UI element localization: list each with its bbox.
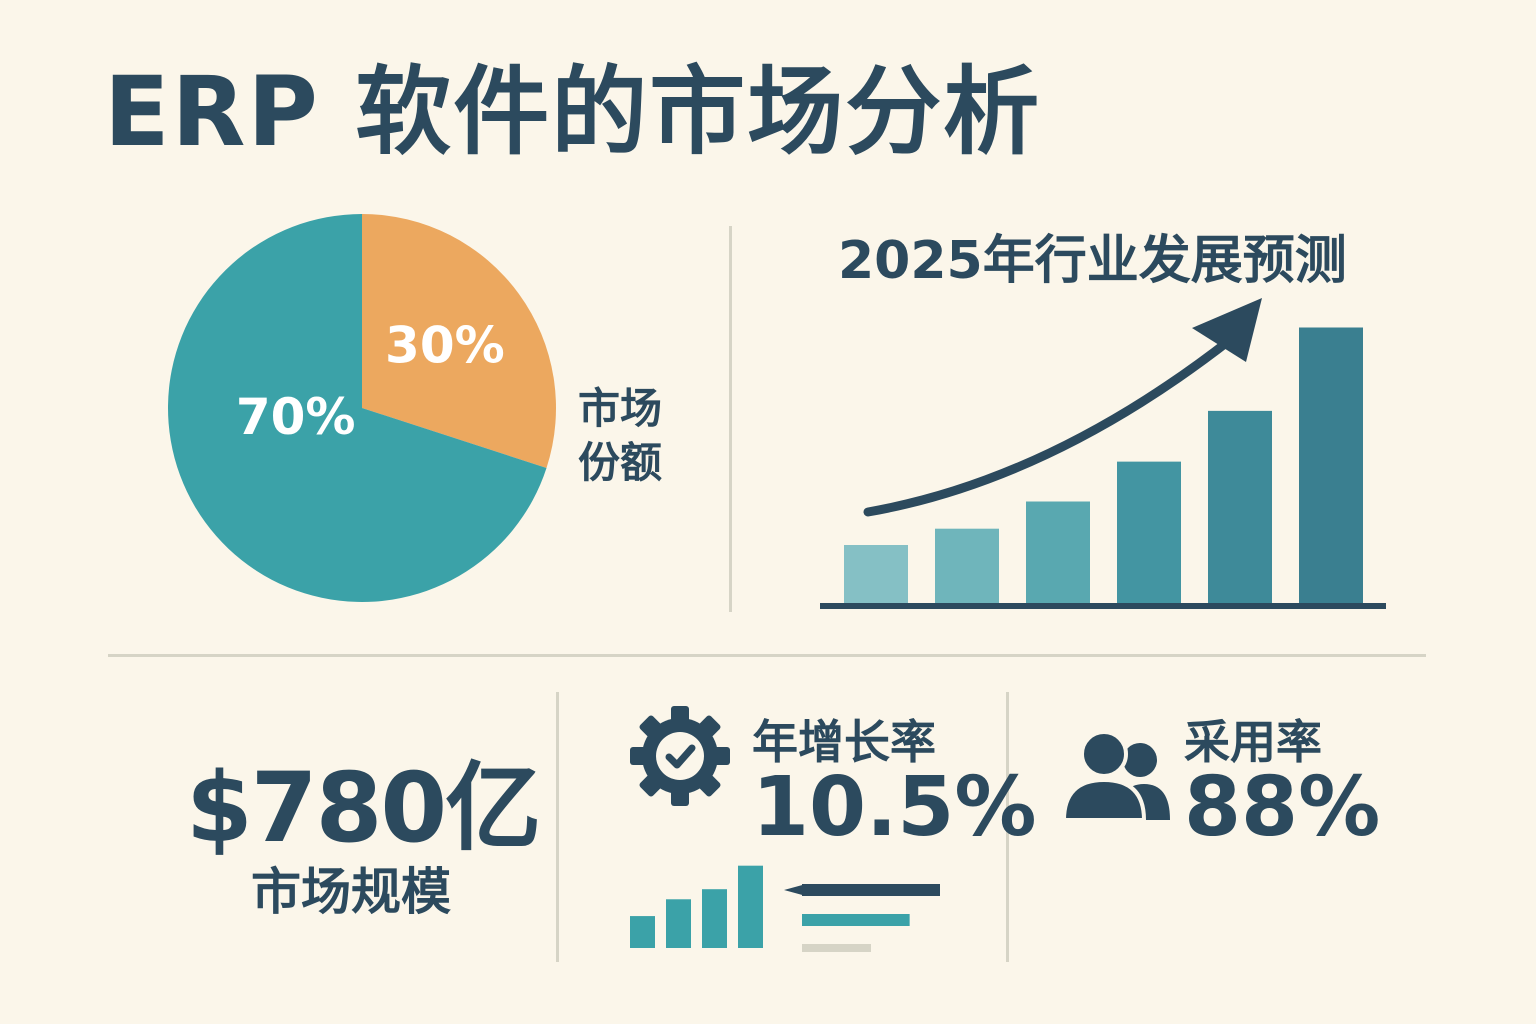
pie-legend-label: 市场份额 <box>578 384 663 487</box>
market-size-value: $780亿 <box>186 752 541 864</box>
bottom-divider-1 <box>556 692 559 962</box>
bar-2 <box>1026 501 1090 603</box>
pie-slice-1 <box>168 214 547 602</box>
trend-arrow-head-icon <box>1192 298 1262 362</box>
trend-arrow-line <box>863 335 1235 517</box>
bar-4 <box>1208 410 1272 603</box>
users-icon <box>1061 730 1170 822</box>
mini-bar-graphic <box>630 865 763 948</box>
mini-line-arrow-icon <box>784 884 806 896</box>
bar-3 <box>1117 461 1181 603</box>
growth-rate-label: 年增长率 <box>752 715 936 769</box>
bar-chart-baseline <box>820 603 1386 609</box>
growth-bar-chart <box>820 298 1386 609</box>
bottom-divider-2 <box>1006 692 1009 962</box>
pie-slice-0 <box>362 214 556 468</box>
top-vertical-divider <box>729 226 732 612</box>
growth-rate-value: 10.5% <box>752 760 1037 855</box>
pie-slice-label-0: 30% <box>385 317 505 375</box>
mini-line-graphic <box>784 884 940 952</box>
market-share-pie-chart: 30% 70% <box>168 214 556 602</box>
pie-slice-label-1: 70% <box>236 388 356 446</box>
mini-bar-1 <box>666 899 691 948</box>
growth-forecast-title: 2025年行业发展预测 <box>838 231 1347 291</box>
mini-line-0 <box>802 884 940 896</box>
mini-bar-2 <box>702 889 727 948</box>
mini-line-1 <box>802 914 910 926</box>
bar-0 <box>844 545 908 603</box>
horizontal-divider <box>108 654 1426 657</box>
bar-5 <box>1299 327 1363 603</box>
adoption-rate-label: 采用率 <box>1184 715 1322 769</box>
mini-bar-3 <box>738 865 763 948</box>
market-size-label: 市场规模 <box>251 863 451 921</box>
page-title: ERP 软件的市场分析 <box>104 56 1042 168</box>
adoption-rate-value: 88% <box>1184 760 1381 855</box>
mini-bar-0 <box>630 916 655 948</box>
bar-1 <box>935 528 999 603</box>
mini-line-2 <box>802 944 871 952</box>
gear-check-icon <box>630 706 730 806</box>
